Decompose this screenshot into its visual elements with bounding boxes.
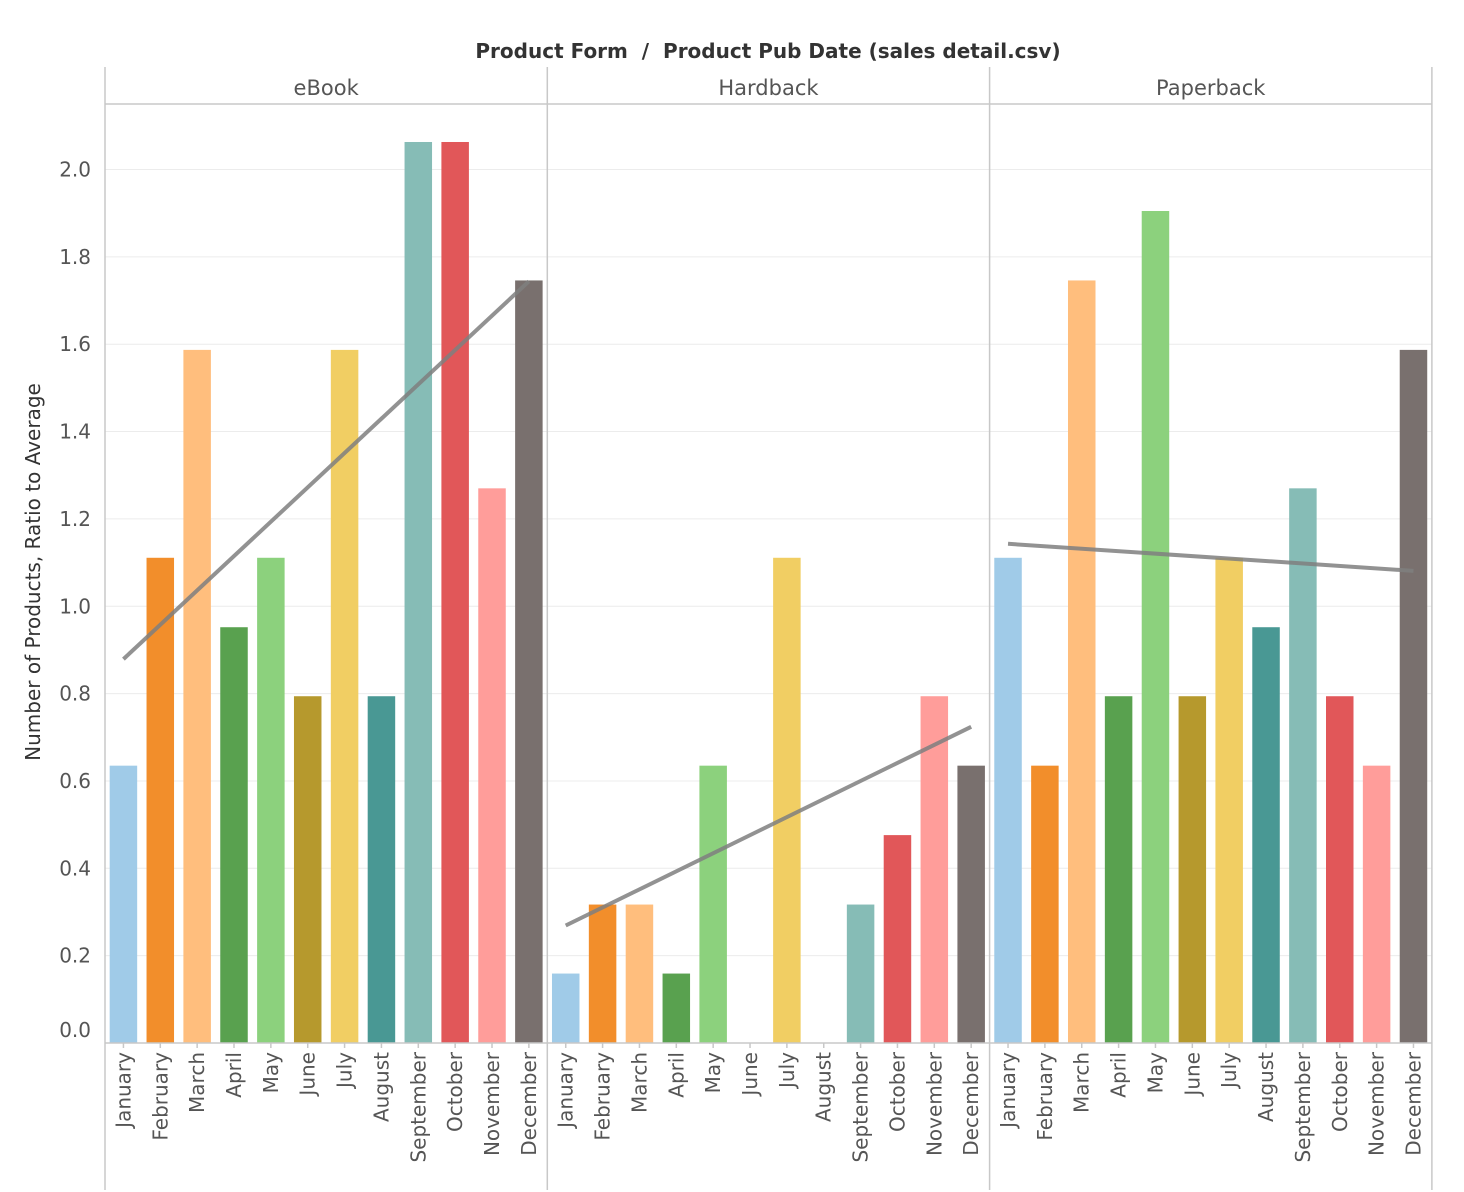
bar-ebook-november bbox=[478, 488, 506, 1044]
x-tick-label: June bbox=[296, 1052, 320, 1098]
x-tick-label: December bbox=[517, 1051, 541, 1155]
panel-header-paperback: Paperback bbox=[1156, 76, 1266, 100]
y-tick-label: 1.2 bbox=[59, 507, 91, 531]
bar-hardback-december bbox=[957, 765, 985, 1043]
bar-hardback-february bbox=[588, 904, 617, 1043]
panel-header-ebook: eBook bbox=[294, 76, 360, 100]
x-tick-label: April bbox=[222, 1052, 246, 1098]
x-tick-label: March bbox=[1070, 1052, 1094, 1113]
x-tick-label: May bbox=[701, 1052, 725, 1094]
chart-title: Product Form / Product Pub Date (sales d… bbox=[475, 39, 1060, 63]
x-tick-label: July bbox=[775, 1052, 799, 1090]
bar-hardback-january bbox=[551, 973, 580, 1043]
x-tick-label: March bbox=[627, 1052, 651, 1113]
trend-lines bbox=[122, 279, 1414, 928]
x-tick-label: April bbox=[664, 1052, 688, 1098]
bar-paperback-may bbox=[1141, 211, 1170, 1043]
y-axis-title: Number of Products, Ratio to Average bbox=[21, 383, 45, 761]
bar-ebook-may bbox=[257, 557, 285, 1043]
bar-paperback-june bbox=[1178, 696, 1207, 1043]
bar-paperback-september bbox=[1289, 488, 1317, 1044]
x-tick-label: April bbox=[1107, 1052, 1131, 1098]
x-tick-label: January bbox=[554, 1052, 578, 1130]
x-tick-label: February bbox=[1033, 1052, 1057, 1141]
panel-headers: eBook Hardback Paperback bbox=[294, 76, 1267, 100]
bar-paperback-october bbox=[1326, 696, 1354, 1043]
bar-paperback-july bbox=[1215, 557, 1243, 1043]
x-tick-label: November bbox=[922, 1051, 946, 1156]
bar-ebook-april bbox=[220, 627, 248, 1043]
y-tick-label: 0.2 bbox=[59, 944, 91, 968]
x-tick-label: July bbox=[1217, 1052, 1241, 1090]
bar-paperback-february bbox=[1031, 765, 1059, 1043]
x-tick-label: September bbox=[849, 1051, 873, 1162]
x-tick-label: August bbox=[1254, 1052, 1278, 1122]
bar-ebook-september bbox=[404, 141, 433, 1043]
panel-frames bbox=[104, 67, 1433, 1190]
x-tick-label: December bbox=[1401, 1051, 1425, 1155]
bars bbox=[109, 141, 1428, 1044]
bar-paperback-august bbox=[1252, 627, 1280, 1043]
x-tick-label: August bbox=[369, 1052, 393, 1122]
x-tick-label: October bbox=[1328, 1051, 1352, 1132]
x-tick-label: July bbox=[333, 1052, 357, 1090]
bar-ebook-august bbox=[367, 696, 396, 1043]
x-tick-label: February bbox=[148, 1052, 172, 1141]
x-tick-label: November bbox=[480, 1051, 504, 1156]
panel-header-hardback: Hardback bbox=[718, 76, 819, 100]
bar-ebook-january bbox=[109, 765, 138, 1043]
x-axis-labels: January February March April May June July Augu… bbox=[111, 1051, 1425, 1162]
x-tick-label: September bbox=[406, 1051, 430, 1162]
x-tick-label: October bbox=[885, 1051, 909, 1132]
x-tick-label: November bbox=[1365, 1051, 1389, 1156]
y-tick-label: 1.8 bbox=[59, 245, 91, 269]
bar-ebook-march bbox=[183, 349, 211, 1043]
y-tick-label: 0.8 bbox=[59, 682, 91, 706]
bar-ebook-february bbox=[146, 557, 175, 1043]
x-tick-label: March bbox=[185, 1052, 209, 1113]
x-tick-label: January bbox=[996, 1052, 1020, 1130]
trend-line-paperback bbox=[1007, 541, 1414, 573]
x-tick-label: June bbox=[738, 1052, 762, 1098]
y-tick-label: 1.6 bbox=[59, 332, 91, 356]
bar-paperback-november bbox=[1362, 765, 1391, 1043]
bar-paperback-december bbox=[1399, 349, 1428, 1043]
x-tick-label: October bbox=[443, 1051, 467, 1132]
trend-line-hardback bbox=[564, 725, 973, 928]
bar-paperback-january bbox=[994, 557, 1022, 1043]
trend-line-ebook bbox=[122, 279, 531, 661]
bar-hardback-november bbox=[920, 696, 949, 1043]
y-tick-label: 2.0 bbox=[59, 158, 91, 182]
x-tick-label: February bbox=[591, 1052, 615, 1141]
bar-ebook-october bbox=[441, 141, 469, 1043]
x-tick-label: August bbox=[812, 1052, 836, 1122]
y-tick-label: 0.6 bbox=[59, 769, 91, 793]
y-tick-label: 1.0 bbox=[59, 594, 91, 618]
y-axis-ticks: 0.0 0.2 0.4 0.6 0.8 1.0 1.2 1.4 1.6 1.8 2.0 bbox=[59, 158, 91, 1042]
bar-hardback-july bbox=[773, 557, 801, 1043]
bar-hardback-october bbox=[883, 835, 912, 1043]
y-tick-label: 1.4 bbox=[59, 420, 91, 444]
gridlines bbox=[105, 169, 1432, 957]
bar-paperback-march bbox=[1067, 280, 1096, 1043]
x-tick-label: May bbox=[259, 1052, 283, 1094]
bar-ebook-december bbox=[515, 280, 543, 1043]
x-tick-label: September bbox=[1291, 1051, 1315, 1162]
bar-hardback-march bbox=[625, 904, 654, 1043]
x-tick-label: January bbox=[111, 1052, 135, 1130]
bar-paperback-april bbox=[1104, 696, 1133, 1043]
y-tick-label: 0.4 bbox=[59, 856, 91, 880]
x-tick-label: May bbox=[1143, 1052, 1167, 1094]
bar-ebook-june bbox=[293, 696, 322, 1043]
x-tick-label: June bbox=[1180, 1052, 1204, 1098]
bar-hardback-may bbox=[699, 765, 727, 1043]
bar-ebook-july bbox=[330, 349, 359, 1043]
bar-hardback-september bbox=[846, 904, 875, 1043]
bar-hardback-april bbox=[662, 973, 691, 1043]
y-tick-label: 0.0 bbox=[59, 1018, 91, 1042]
x-tick-label: December bbox=[959, 1051, 983, 1155]
